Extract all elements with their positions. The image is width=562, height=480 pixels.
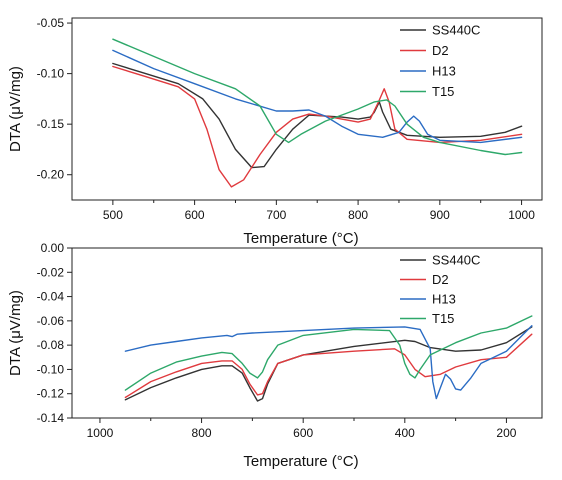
chart-panel-2: 1000 800 600 400 200 0.00 -0.02 -0.04 -0.06 -0.08… [7,241,543,470]
legend-label-h13-1: H13 [432,64,456,79]
y-tick-label-2-6: -0.12 [37,387,65,401]
y-tick-label-1-3: -0.20 [37,168,65,182]
y-tick-label-1-1: -0.10 [37,67,65,81]
y-axis-title-2: DTA (μV/mg) [7,290,24,376]
x-tick-label-1-3: 800 [348,208,368,222]
x-tick-label-1-5: 1000 [508,208,535,222]
x-tick-label-2-2: 600 [293,426,313,440]
legend-label-t15-1: T15 [432,84,454,99]
y-tick-label-2-0: 0.00 [41,241,65,255]
series-line-ss440c-2 [124,326,533,402]
y-tick-label-2-5: -0.10 [37,362,65,376]
series-line-d2-1 [112,65,523,188]
legend-label-ss440c-1: SS440C [432,23,480,38]
series-line-ss440c-1 [112,62,523,169]
legend-label-d2-1: D2 [432,43,449,58]
series-line-h13-2 [124,325,533,400]
legend-label-ss440c-2: SS440C [432,253,480,268]
series-line-t15-2 [124,315,533,391]
series-line-t15-1 [112,38,523,156]
x-tick-label-1-4: 900 [430,208,450,222]
y-tick-label-2-7: -0.14 [37,411,65,425]
series-line-h13-1 [112,49,523,144]
legend-label-d2-2: D2 [432,272,449,287]
y-tick-label-2-3: -0.06 [37,314,65,328]
y-tick-label-2-2: -0.04 [37,290,65,304]
plot-frame-2 [71,247,543,419]
legend-label-t15-2: T15 [432,311,454,326]
legend-label-h13-2: H13 [432,292,456,307]
x-tick-label-2-3: 400 [395,426,415,440]
x-tick-label-1-1: 600 [185,208,205,222]
plot-frame-1 [71,17,543,201]
x-tick-label-2-1: 800 [192,426,212,440]
x-tick-label-2-0: 1000 [87,426,114,440]
y-axis-title-1: DTA (μV/mg) [7,66,24,152]
x-axis-title-1: Temperature (°C) [243,230,358,247]
y-tick-label-2-1: -0.02 [37,265,65,279]
x-tick-label-1-0: 500 [103,208,123,222]
x-axis-title-2: Temperature (°C) [243,453,358,470]
y-tick-label-1-0: -0.05 [37,16,65,30]
series-line-d2-2 [124,333,533,399]
x-tick-label-2-4: 200 [496,426,516,440]
y-tick-label-1-2: -0.15 [37,117,65,131]
x-tick-label-1-2: 700 [266,208,286,222]
chart-panel-1: 500 600 700 800 900 1000 -0.05 -0.10 -0.15 -0.20 T… [7,16,543,247]
y-tick-label-2-4: -0.08 [37,338,65,352]
